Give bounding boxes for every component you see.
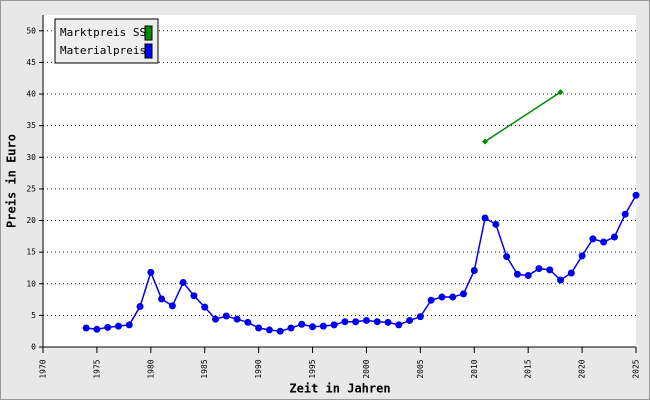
point (513, 270, 521, 278)
point (190, 292, 198, 300)
x-tick-label: 2015 (524, 359, 533, 378)
x-tick-label: 2010 (470, 359, 479, 378)
point (201, 303, 209, 311)
point (287, 324, 295, 332)
series-line (484, 91, 561, 143)
y-tick-label: 50 (26, 26, 36, 35)
point (395, 321, 403, 329)
point (179, 278, 187, 286)
y-axis-title: Preis in Euro (5, 134, 19, 228)
x-tick-label: 1980 (146, 359, 155, 378)
x-tick-label: 2000 (362, 359, 371, 378)
point (341, 318, 349, 326)
x-axis-title: Zeit in Jahren (289, 382, 390, 396)
point (427, 296, 435, 304)
y-tick-label: 15 (26, 248, 36, 257)
point (147, 268, 155, 276)
x-tick-label: 1990 (254, 359, 263, 378)
point (503, 253, 511, 261)
legend-label: Marktpreis SS (60, 26, 146, 39)
point (557, 276, 565, 284)
legend-swatch (144, 43, 153, 59)
point (82, 324, 90, 332)
point (557, 89, 564, 96)
point (384, 318, 392, 326)
point (330, 321, 338, 329)
point (222, 312, 230, 320)
point (319, 322, 327, 330)
y-tick-label: 35 (26, 121, 36, 130)
point (449, 293, 457, 301)
point (104, 323, 112, 331)
point (233, 315, 241, 323)
point (276, 327, 284, 335)
point (298, 320, 306, 328)
y-tick-label: 0 (31, 343, 36, 352)
legend-label: Materialpreis (60, 44, 146, 57)
point (93, 325, 101, 333)
point (632, 191, 640, 199)
x-tick-label: 1995 (308, 359, 317, 378)
point (168, 302, 176, 310)
series-line (86, 194, 637, 332)
point (459, 290, 467, 298)
point (546, 266, 554, 274)
point (265, 326, 273, 334)
y-tick-label: 20 (26, 216, 36, 225)
x-tick-label: 1975 (92, 359, 101, 378)
point (610, 233, 618, 241)
x-tick-label: 2005 (416, 359, 425, 378)
point (535, 265, 543, 273)
point (406, 316, 414, 324)
point (114, 322, 122, 330)
y-tick-label: 5 (31, 311, 36, 320)
plot-area (43, 15, 636, 347)
x-tick-label: 2025 (632, 359, 641, 378)
x-tick-label: 2020 (578, 359, 587, 378)
y-tick-label: 40 (26, 90, 36, 99)
point (255, 324, 263, 332)
point (600, 238, 608, 246)
point (589, 235, 597, 243)
legend-box (54, 18, 159, 64)
point (524, 272, 532, 280)
point (136, 303, 144, 311)
point (373, 318, 381, 326)
point (470, 266, 478, 274)
y-tick-label: 25 (26, 184, 36, 193)
x-tick-label: 1970 (39, 359, 48, 378)
point (309, 323, 317, 331)
y-tick-label: 45 (26, 58, 36, 67)
x-tick-label: 1985 (200, 359, 209, 378)
y-tick-label: 10 (26, 279, 36, 288)
point (244, 318, 252, 326)
y-tick-label: 30 (26, 153, 36, 162)
point (212, 315, 220, 323)
point (362, 316, 370, 324)
point (158, 295, 166, 303)
point (481, 214, 489, 222)
point (416, 313, 424, 321)
point (567, 269, 575, 277)
point (578, 252, 586, 260)
legend-swatch (144, 25, 153, 41)
point (352, 318, 360, 326)
point (438, 293, 446, 301)
point (621, 210, 629, 218)
point (125, 321, 133, 329)
point (492, 220, 500, 228)
point (482, 138, 489, 145)
